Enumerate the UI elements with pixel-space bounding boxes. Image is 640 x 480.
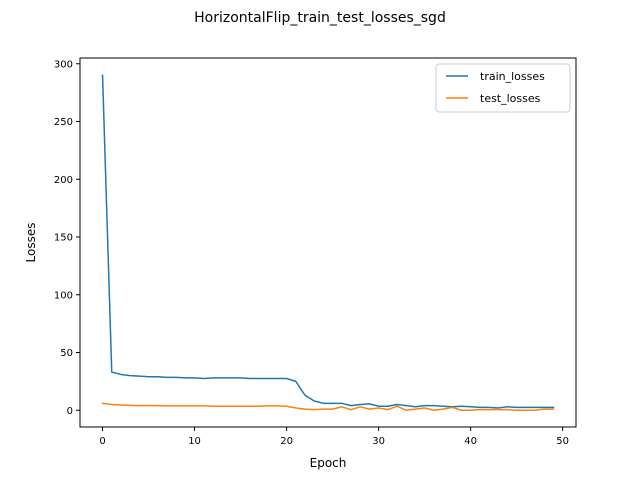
legend-label: test_losses [480, 92, 541, 105]
series-line-train-losses [101, 74, 555, 409]
y-tick-label: 0 [67, 406, 73, 417]
y-axis-ticks: 0 50 100 150 200 250 300 [54, 59, 80, 417]
y-axis-label: Losses [24, 223, 38, 263]
x-tick-label: 20 [280, 436, 293, 447]
series-lines [101, 74, 555, 411]
y-tick-label: 100 [54, 290, 73, 301]
axes-frame [79, 57, 577, 428]
x-tick-label: 50 [556, 436, 569, 447]
y-tick-label: 250 [54, 117, 73, 128]
x-axis-label: Epoch [310, 456, 347, 470]
x-tick-label: 0 [99, 436, 105, 447]
legend-label: train_losses [480, 70, 545, 83]
y-tick-label: 50 [60, 348, 73, 359]
y-tick-label: 200 [54, 175, 73, 186]
legend: train_losses test_losses [435, 63, 571, 113]
x-tick-label: 10 [188, 436, 201, 447]
y-tick-label: 300 [54, 59, 73, 70]
y-tick-label: 150 [54, 233, 73, 244]
x-tick-label: 30 [372, 436, 385, 447]
x-axis-ticks: 0 10 20 30 40 50 [99, 427, 569, 447]
x-tick-label: 40 [464, 436, 477, 447]
series-line-test-losses [101, 402, 555, 411]
legend-box [435, 63, 571, 113]
chart-title: HorizontalFlip_train_test_losses_sgd [194, 10, 446, 26]
